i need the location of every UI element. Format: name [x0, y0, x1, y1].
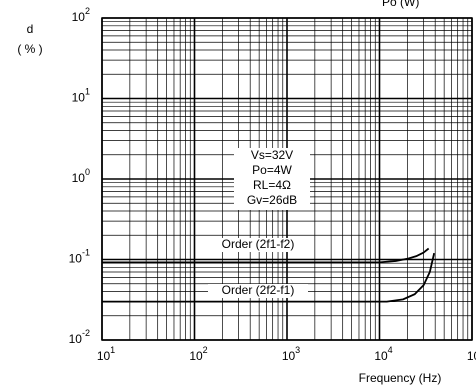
tick-exponent: 4	[388, 345, 393, 355]
tick-exponent: 2	[203, 345, 208, 355]
tick-exponent: 3	[295, 345, 300, 355]
tick-label: 104	[374, 345, 392, 363]
plot-frame	[101, 17, 473, 341]
tick-base: 10	[72, 10, 86, 24]
tick-exponent: 1	[110, 345, 115, 355]
tick-label: 101	[72, 87, 90, 105]
tick-exponent: -2	[82, 328, 90, 338]
annotation-line: Gv=26dB	[247, 193, 297, 207]
tick-base: 10	[69, 252, 83, 266]
tick-label: 10-2	[69, 328, 90, 346]
tick-base: 10	[69, 332, 83, 346]
tick-exponent: -1	[82, 248, 90, 258]
tick-exponent: 2	[85, 6, 90, 16]
tick-base: 10	[189, 349, 203, 363]
tick-label: 103	[282, 345, 300, 363]
y-axis-label: d	[27, 22, 34, 36]
series-label: Order (2f1-f2)	[222, 237, 295, 251]
annotation-line: RL=4Ω	[253, 178, 291, 192]
tick-label: 10-1	[69, 248, 90, 266]
annotation-background	[234, 148, 310, 210]
chart-title: Po (W)	[382, 0, 419, 9]
annotation-line: Po=4W	[252, 163, 292, 177]
label-background	[208, 238, 308, 252]
tick-base: 10	[97, 349, 111, 363]
x-axis-label: Frequency (Hz)	[359, 371, 442, 385]
tick-label: 101	[97, 345, 115, 363]
tick-exponent: 0	[85, 167, 90, 177]
tick-label: 100	[72, 167, 90, 185]
tick-label: 105	[467, 345, 476, 363]
tick-base: 10	[72, 91, 86, 105]
tick-label: 102	[189, 345, 207, 363]
series-line	[102, 252, 436, 303]
label-background	[208, 284, 308, 298]
series-line	[102, 247, 430, 264]
y-axis-unit: ( % )	[17, 42, 42, 56]
tick-base: 10	[467, 349, 476, 363]
tick-exponent: 1	[85, 87, 90, 97]
series-label: Order (2f2-f1)	[222, 283, 295, 297]
tick-base: 10	[374, 349, 388, 363]
tick-base: 10	[282, 349, 296, 363]
annotation-line: Vs=32V	[251, 148, 293, 162]
tick-label: 102	[72, 6, 90, 24]
tick-base: 10	[72, 171, 86, 185]
